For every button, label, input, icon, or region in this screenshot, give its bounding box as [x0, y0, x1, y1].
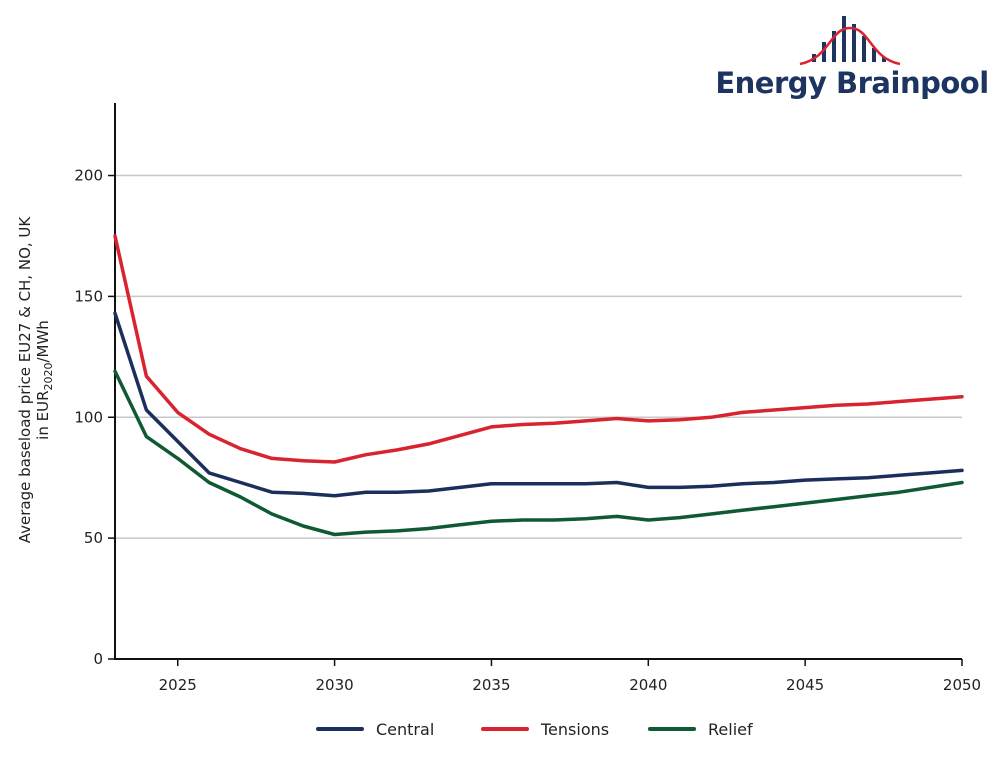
x-tick-label: 2025	[159, 676, 197, 694]
y-ticks: 0 50 100 150 200	[74, 167, 115, 668]
logo: Energy Brainpool	[715, 16, 989, 100]
y-tick-label: 50	[84, 529, 103, 547]
x-tick-label: 2050	[943, 676, 981, 694]
logo-text: Energy Brainpool	[715, 66, 988, 100]
y-axis-title: Average baseload price EU27 & CH, NO, UK…	[16, 216, 55, 544]
y-axis-title-suffix: /MWh	[34, 320, 52, 362]
x-tick-label: 2030	[315, 676, 353, 694]
x-tick-label: 2045	[786, 676, 824, 694]
series-line-relief	[113, 369, 964, 537]
y-axis-title-prefix: in EUR	[34, 391, 52, 440]
y-axis-title-subscript: 2020	[42, 363, 55, 391]
series-lines	[113, 234, 964, 537]
y-tick-label: 150	[74, 287, 103, 305]
logo-bars-icon	[812, 16, 886, 62]
legend-label: Central	[376, 720, 434, 739]
gridlines	[115, 174, 962, 539]
legend: Central Tensions Relief	[316, 720, 753, 739]
y-axis-title-line2: in EUR2020/MWh	[34, 320, 55, 440]
legend-label: Relief	[708, 720, 753, 739]
x-tick-label: 2040	[629, 676, 667, 694]
legend-item-relief: Relief	[648, 720, 753, 739]
x-tick-label: 2035	[472, 676, 510, 694]
legend-label: Tensions	[540, 720, 609, 739]
legend-item-central: Central	[316, 720, 434, 739]
y-tick-label: 0	[93, 650, 103, 668]
series-line-tensions	[113, 234, 964, 464]
y-tick-label: 200	[74, 167, 103, 185]
legend-item-tensions: Tensions	[481, 720, 609, 739]
series-line-central	[113, 311, 964, 498]
y-axis-title-line1: Average baseload price EU27 & CH, NO, UK	[16, 216, 34, 544]
logo-bell-curve-icon	[799, 26, 901, 66]
x-ticks: 2025 2030 2035 2040 2045 2050	[159, 659, 981, 694]
y-tick-label: 100	[74, 408, 103, 426]
